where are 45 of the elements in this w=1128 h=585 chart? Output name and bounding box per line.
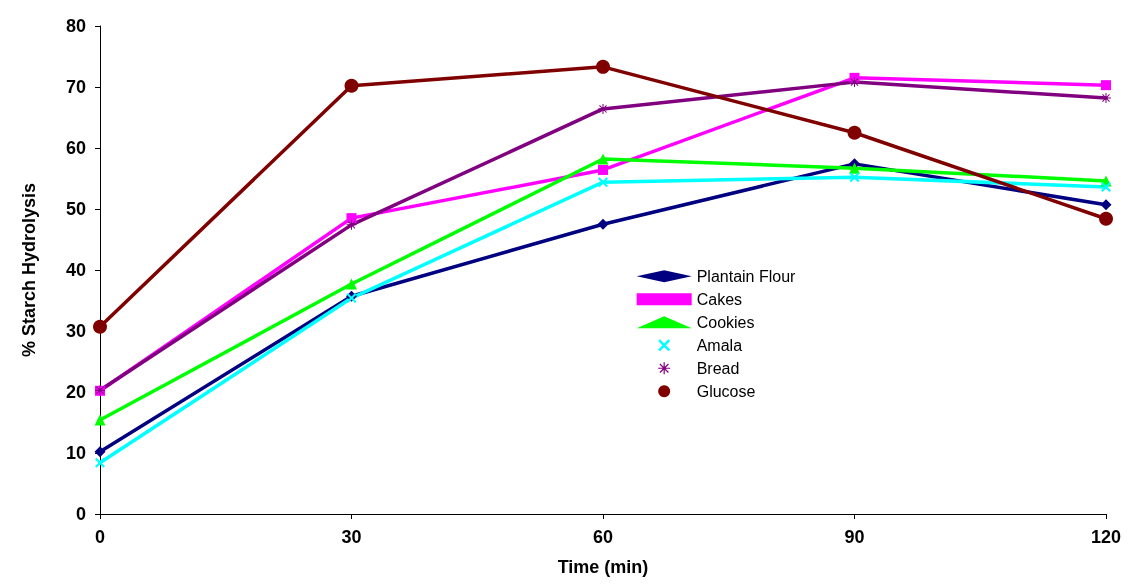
y-tick-label: 0 bbox=[75, 504, 86, 524]
legend-label: Amala bbox=[696, 336, 743, 354]
y-tick-label: 50 bbox=[65, 199, 86, 219]
point bbox=[847, 125, 862, 140]
y-tick-label: 70 bbox=[65, 77, 86, 97]
point bbox=[94, 414, 106, 426]
legend-label: Cakes bbox=[696, 290, 743, 308]
legend-label: Glucose bbox=[696, 382, 756, 400]
point bbox=[93, 319, 107, 334]
legend-label: Cookies bbox=[696, 313, 755, 331]
point bbox=[597, 218, 609, 230]
legend-label: Plantain Flour bbox=[696, 267, 797, 285]
x-tick-label: 60 bbox=[592, 527, 614, 547]
point bbox=[849, 172, 860, 183]
legend-label: Bread bbox=[696, 359, 740, 377]
point bbox=[346, 213, 357, 224]
point bbox=[849, 77, 860, 88]
y-tick-label: 60 bbox=[65, 138, 86, 158]
x-tick-label: 0 bbox=[94, 527, 106, 547]
y-tick-label: 80 bbox=[65, 16, 86, 36]
point bbox=[1100, 199, 1112, 211]
point bbox=[598, 103, 608, 114]
point bbox=[598, 164, 608, 175]
point bbox=[344, 78, 359, 93]
y-axis-title: % Starch Hydrolysis bbox=[19, 182, 39, 358]
y-tick-label: 40 bbox=[65, 260, 86, 280]
y-tick-label: 20 bbox=[65, 382, 86, 402]
point bbox=[598, 177, 608, 188]
x-axis-title: Time (min) bbox=[557, 557, 649, 577]
point bbox=[849, 162, 860, 174]
x-tick-label: 120 bbox=[1090, 527, 1122, 547]
point bbox=[597, 153, 609, 165]
x-tick-label: 30 bbox=[341, 527, 362, 547]
point bbox=[1101, 92, 1111, 103]
y-tick-label: 30 bbox=[65, 321, 86, 341]
point bbox=[346, 278, 357, 290]
y-tick-label: 10 bbox=[65, 443, 86, 463]
point bbox=[346, 219, 357, 230]
x-tick-label: 90 bbox=[844, 527, 865, 547]
point bbox=[1101, 80, 1111, 91]
point bbox=[596, 59, 610, 74]
point bbox=[94, 446, 106, 458]
point bbox=[1101, 182, 1111, 193]
point bbox=[1099, 211, 1113, 226]
point bbox=[95, 457, 105, 468]
